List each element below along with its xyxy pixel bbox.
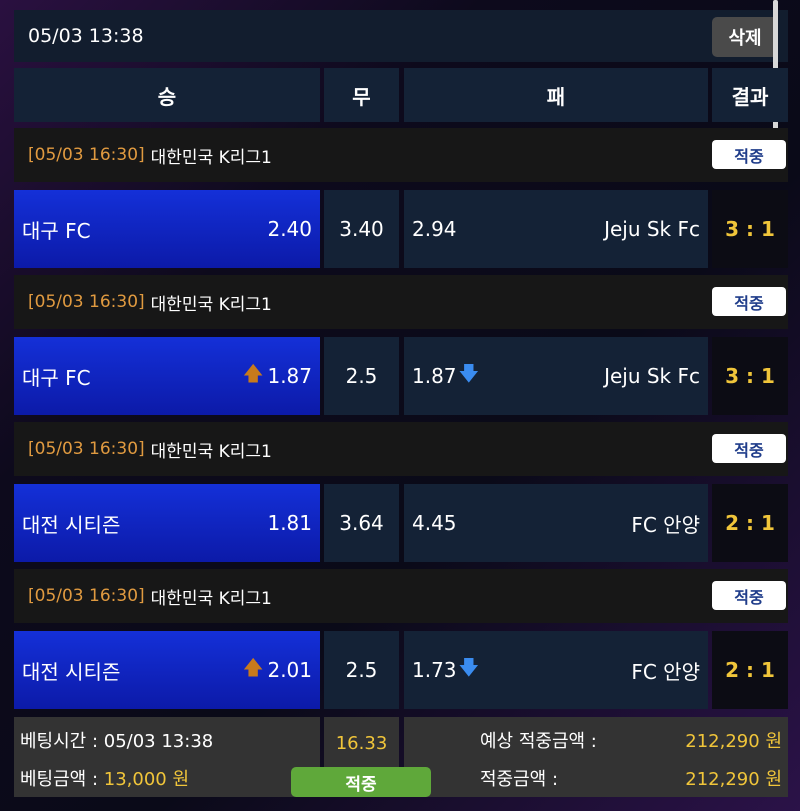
column-header-win: 승 <box>14 68 320 122</box>
odds-down-icon: 🡇 <box>458 361 480 385</box>
bet-slip-header: 05/03 13:38 <box>14 10 788 62</box>
bet-info: 베팅시간 : 05/03 13:38 베팅금액 : 13,000 원 <box>14 717 320 797</box>
home-team: 대구 FC <box>22 218 91 243</box>
match-header: [05/03 16:30] 대한민국 K리그1 적중 <box>14 275 788 329</box>
status-badge: 적중 <box>712 140 786 169</box>
home-team: 대전 시티즌 <box>22 512 121 537</box>
score: 3 : 1 <box>725 364 775 388</box>
column-header-result: 결과 <box>712 68 788 122</box>
away-odds: 2.94 <box>412 217 457 241</box>
home-odds: 2.01 <box>267 658 312 682</box>
match-time: [05/03 16:30] <box>28 292 145 312</box>
expected-amount: 212,290 원 <box>685 731 782 752</box>
total-odds: 16.33 <box>335 733 388 754</box>
away-team: FC 안양 <box>631 659 700 684</box>
home-odds: 1.81 <box>267 511 312 535</box>
won-amount: 212,290 원 <box>685 769 782 790</box>
bet-time: 05/03 13:38 <box>103 731 214 752</box>
match-header: [05/03 16:30] 대한민국 K리그1 적중 <box>14 422 788 476</box>
score: 2 : 1 <box>725 511 775 535</box>
league-name: 대한민국 K리그1 <box>150 588 272 609</box>
odds-up-icon: 🡅 <box>242 655 264 679</box>
score: 3 : 1 <box>725 217 775 241</box>
match-score: 2 : 1 <box>712 484 788 562</box>
won-label: 적중금액 : <box>480 769 559 790</box>
status-badge: 적중 <box>712 434 786 463</box>
draw-option[interactable]: 3.40 <box>324 190 399 268</box>
league-name: 대한민국 K리그1 <box>150 294 272 315</box>
bet-time-label: 베팅시간 : <box>20 731 104 752</box>
match-header: [05/03 16:30] 대한민국 K리그1 적중 <box>14 128 788 182</box>
match-score: 3 : 1 <box>712 337 788 415</box>
match-time: [05/03 16:30] <box>28 586 145 606</box>
away-win-option[interactable]: 2.94 Jeju Sk Fc <box>404 190 708 268</box>
away-team: Jeju Sk Fc <box>604 217 700 241</box>
home-win-option[interactable]: 대전 시티즌 🡅 2.01 <box>14 631 320 709</box>
match-score: 3 : 1 <box>712 190 788 268</box>
status-badge: 적중 <box>712 287 786 316</box>
bet-amount-label: 베팅금액 : <box>20 769 104 790</box>
league-name: 대한민국 K리그1 <box>150 441 272 462</box>
away-odds: 1.73 <box>412 658 457 682</box>
away-team: Jeju Sk Fc <box>604 364 700 388</box>
odds-down-icon: 🡇 <box>458 655 480 679</box>
home-team: 대구 FC <box>22 365 91 390</box>
result-badge: 적중 <box>291 767 431 797</box>
away-team: FC 안양 <box>631 512 700 537</box>
match-score: 2 : 1 <box>712 631 788 709</box>
column-header-draw: 무 <box>324 68 399 122</box>
away-win-option[interactable]: 1.87 🡇 Jeju Sk Fc <box>404 337 708 415</box>
draw-odds: 2.5 <box>345 658 378 682</box>
away-win-option[interactable]: 1.73 🡇 FC 안양 <box>404 631 708 709</box>
draw-odds: 3.40 <box>339 217 384 241</box>
away-odds: 1.87 <box>412 364 457 388</box>
draw-odds: 3.64 <box>339 511 384 535</box>
home-win-option[interactable]: 대전 시티즌 1.81 <box>14 484 320 562</box>
home-odds: 1.87 <box>267 364 312 388</box>
home-team: 대전 시티즌 <box>22 659 121 684</box>
column-header-lose: 패 <box>404 68 708 122</box>
odds-up-icon: 🡅 <box>242 361 264 385</box>
home-win-option[interactable]: 대구 FC 2.40 <box>14 190 320 268</box>
status-badge: 적중 <box>712 581 786 610</box>
away-odds: 4.45 <box>412 511 457 535</box>
draw-option[interactable]: 2.5 <box>324 337 399 415</box>
home-odds: 2.40 <box>267 217 312 241</box>
bet-amount: 13,000 원 <box>103 769 190 790</box>
draw-option[interactable]: 2.5 <box>324 631 399 709</box>
match-header: [05/03 16:30] 대한민국 K리그1 적중 <box>14 569 788 623</box>
bet-datetime: 05/03 13:38 <box>28 25 144 47</box>
home-win-option[interactable]: 대구 FC 🡅 1.87 <box>14 337 320 415</box>
away-win-option[interactable]: 4.45 FC 안양 <box>404 484 708 562</box>
payout-info: 예상 적중금액 : 212,290 원 적중금액 : 212,290 원 <box>404 717 788 797</box>
delete-button[interactable]: 삭제 <box>712 17 778 57</box>
match-time: [05/03 16:30] <box>28 145 145 165</box>
league-name: 대한민국 K리그1 <box>150 147 272 168</box>
draw-odds: 2.5 <box>345 364 378 388</box>
score: 2 : 1 <box>725 658 775 682</box>
match-time: [05/03 16:30] <box>28 439 145 459</box>
draw-option[interactable]: 3.64 <box>324 484 399 562</box>
expected-label: 예상 적중금액 : <box>480 731 597 752</box>
